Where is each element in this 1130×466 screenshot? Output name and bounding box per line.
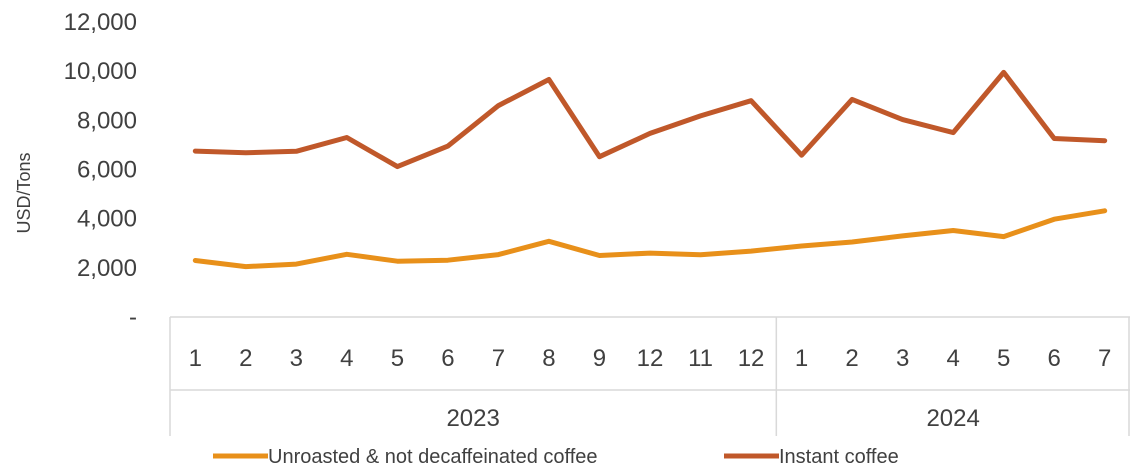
series-line-1 [192,69,1108,170]
x-tick-label: 3 [896,345,909,372]
y-axis-title: USD/Tons [14,152,34,233]
x-tick-label: 4 [946,345,959,372]
x-tick-label: 3 [290,345,303,372]
x-tick-label: 5 [391,345,404,372]
x-tick-label: 11 [688,345,713,372]
x-tick-label: 6 [441,345,454,372]
x-tick-label: 2 [845,345,858,372]
series-lines [192,69,1108,270]
y-tick-label: 8,000 [77,107,137,134]
y-tick-label: 2,000 [77,255,137,282]
x-tick-label: 8 [542,345,555,372]
x-tick-label: 5 [997,345,1010,372]
y-tick-label: 4,000 [77,206,137,233]
x-tick-label: 9 [593,345,606,372]
x-tick-label: 7 [492,345,505,372]
legend: Unroasted & not decaffeinated coffee Inst… [213,446,899,466]
x-axis [169,316,1130,436]
legend-label: Instant coffee [779,446,899,466]
x-tick-label: 1 [189,345,202,372]
x-tick-label: 7 [1098,345,1111,372]
x-tick-label: 2 [239,345,252,372]
y-tick-label: - [129,304,137,331]
y-tick-label: 10,000 [64,58,137,85]
series-line-0 [192,208,1108,270]
x-axis-year-groups: 2023 2024 [446,317,980,436]
y-tick-label: 6,000 [77,157,137,184]
legend-label: Unroasted & not decaffeinated coffee [268,446,598,466]
x-tick-label: 12 [637,345,664,372]
x-group-label: 2024 [926,405,979,432]
x-tick-label: 6 [1048,345,1061,372]
x-tick-label: 12 [738,345,765,372]
x-group-label: 2023 [446,405,499,432]
y-tick-label: 12,000 [64,9,137,36]
x-tick-label: 1 [795,345,808,372]
x-axis-ticks: 1 2 3 4 5 6 7 8 9 12 11 12 1 2 3 4 5 6 7 [189,345,1112,372]
y-axis-ticks: - 2,000 4,000 6,000 8,000 10,000 12,000 [64,9,137,331]
x-tick-label: 4 [340,345,353,372]
